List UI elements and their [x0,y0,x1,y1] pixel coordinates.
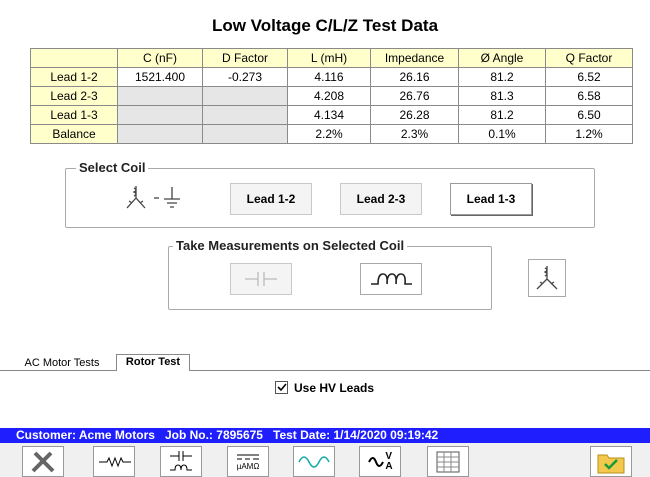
row-label: Lead 2-3 [30,86,118,106]
resistor-icon [99,456,131,467]
status-date: Test Date: 1/14/2020 09:19:42 [273,428,439,442]
row-label: Lead 1-3 [30,105,118,125]
status-bar: Customer: Acme Motors Job No.: 7895675 T… [0,428,650,443]
tools-icon [31,451,55,472]
status-customer: Customer: Acme Motors [16,428,155,442]
measure-group [168,246,492,310]
meter-button[interactable]: µAMΩ [227,446,269,477]
value-cell: 26.28 [370,105,459,125]
value-cell: 81.2 [458,105,546,125]
wave-icon [298,455,330,468]
header-cell: Impedance [370,48,459,68]
data-row: Balance 2.2% 2.3% 0.1% 1.2% [30,124,633,144]
table-button[interactable] [427,446,469,477]
value-cell: 6.58 [545,86,633,106]
tab[interactable]: Rotor Test [116,354,190,371]
amp-label: A [385,460,393,472]
empty-cell [202,124,288,144]
coil-button[interactable]: Lead 1-3 [450,183,532,215]
data-row: Lead 1-2 1521.400 -0.273 4.116 26.16 81.2 6.52 [30,67,633,87]
wye-ground-icon [126,186,180,209]
select-coil-group [65,168,595,228]
group-title: Select Coil [76,160,149,175]
empty-cell [202,86,288,106]
header-cell: Q Factor [545,48,633,68]
page-title: Low Voltage C/L/Z Test Data [211,16,439,35]
value-cell: 4.208 [287,86,371,106]
value-cell: 6.52 [545,67,633,87]
table-icon [436,451,460,472]
value-cell: 26.76 [370,86,459,106]
value-cell: 2.3% [370,124,459,144]
header-cell: D Factor [202,48,288,68]
data-table: C (nF) D Factor L (mH) Impedance Ø Angle Q Fa… [30,48,633,144]
ac-icon [368,456,385,467]
wye-ground-button[interactable] [115,181,199,215]
wave-button[interactable] [293,446,335,477]
tab[interactable]: AC Motor Tests [14,357,110,370]
folder-button[interactable] [590,446,632,477]
value-cell: 0.1% [458,124,546,144]
value-cell: 1.2% [545,124,633,144]
capacitor-icon [245,272,277,286]
value-cell: 6.50 [545,105,633,125]
header-cell: C (nF) [117,48,203,68]
checkmark [277,383,287,392]
value-cell: 81.2 [458,67,546,87]
coil-button[interactable]: Lead 2-3 [340,183,422,215]
value-cell: 2.2% [287,124,371,144]
wye-icon [536,266,558,290]
inductor-icon [371,273,412,285]
group-title: Take Measurements on Selected Coil [173,238,408,253]
header-row: C (nF) D Factor L (mH) Impedance Ø Angle Q Fa… [30,48,633,68]
checkbox[interactable] [275,381,288,394]
value-cell: 81.3 [458,86,546,106]
wye-button[interactable] [528,259,566,297]
dc-icon [237,454,259,460]
capacitance-button[interactable] [230,263,292,295]
data-row: Lead 2-3 4.208 26.76 81.3 6.58 [30,86,633,106]
empty-cell [117,124,203,144]
volt-label: V [385,450,393,462]
value-cell: 26.16 [370,67,459,87]
lc-icon [170,450,192,470]
value-cell: 4.134 [287,105,371,125]
empty-cell [117,105,203,125]
header-cell: L (mH) [287,48,371,68]
empty-cell [202,105,288,125]
value-cell: 1521.400 [117,67,203,87]
tab-line [0,370,650,371]
row-label: Lead 1-2 [30,67,118,87]
corner-cell [30,48,118,68]
header-cell: Ø Angle [458,48,546,68]
meter-label: µAMΩ [236,462,260,471]
inductance-button[interactable] [360,263,422,295]
empty-cell [117,86,203,106]
checkbox-label: Use HV Leads [294,381,375,395]
lc-button[interactable] [160,446,202,477]
value-cell: 4.116 [287,67,371,87]
coil-button[interactable]: Lead 1-2 [230,183,312,215]
folder-icon [597,454,625,473]
status-job: Job No.: 7895675 [164,428,263,442]
row-label: Balance [30,124,118,144]
resistor-button[interactable] [93,446,135,477]
value-cell: -0.273 [202,67,288,87]
tools-button[interactable] [22,446,64,477]
data-row: Lead 1-3 4.134 26.28 81.2 6.50 [30,105,633,125]
